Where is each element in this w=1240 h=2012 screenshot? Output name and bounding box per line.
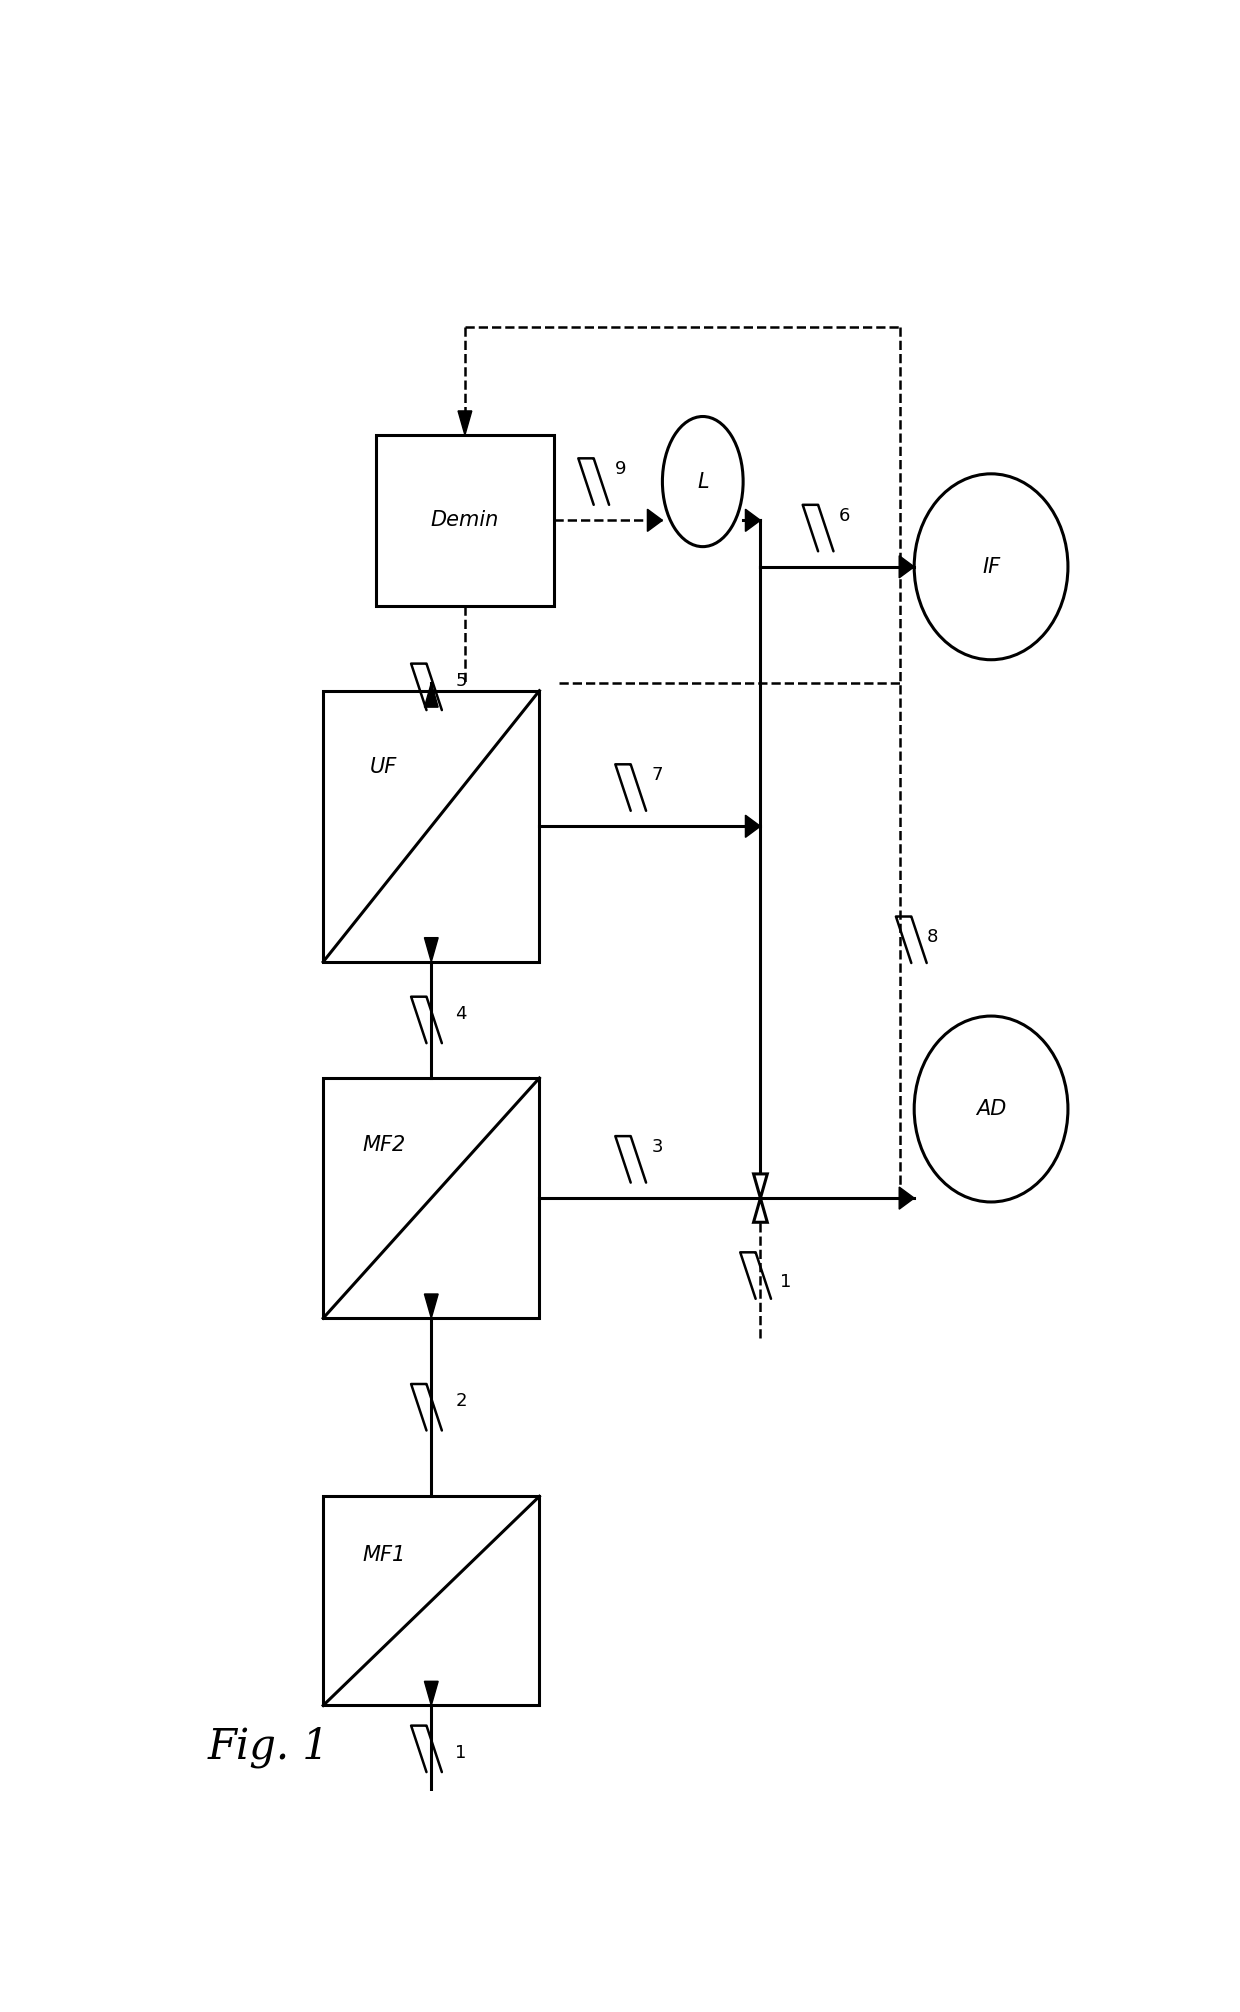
Polygon shape [754,1173,768,1197]
Text: 7: 7 [652,767,663,785]
Polygon shape [899,1187,914,1209]
Text: AD: AD [976,1099,1006,1119]
Text: 1: 1 [455,1744,466,1763]
Text: 8: 8 [926,928,937,946]
Text: IF: IF [982,557,1001,577]
Polygon shape [647,509,662,531]
Text: 6: 6 [839,507,851,525]
Bar [376,435,554,606]
Ellipse shape [914,1016,1068,1201]
Text: 2: 2 [455,1392,466,1410]
Polygon shape [424,1682,438,1706]
Bar [324,690,539,962]
Polygon shape [754,1197,768,1221]
Text: 9: 9 [615,461,626,479]
Text: MF1: MF1 [362,1545,405,1565]
Polygon shape [899,555,914,577]
Bar [324,1497,539,1706]
Polygon shape [458,410,471,435]
Polygon shape [424,1294,438,1318]
Polygon shape [745,815,760,837]
Polygon shape [424,682,438,706]
Ellipse shape [914,475,1068,660]
Text: 1: 1 [780,1274,791,1292]
Text: 3: 3 [652,1139,663,1157]
Text: L: L [697,471,708,491]
Polygon shape [745,509,760,531]
Text: MF2: MF2 [362,1135,405,1155]
Text: Demin: Demin [430,511,500,531]
Text: 5: 5 [455,672,466,690]
Text: UF: UF [370,757,397,777]
Polygon shape [424,938,438,962]
Bar [324,1078,539,1318]
Ellipse shape [662,416,743,547]
Text: Fig. 1: Fig. 1 [208,1726,330,1769]
Text: 4: 4 [455,1004,466,1022]
